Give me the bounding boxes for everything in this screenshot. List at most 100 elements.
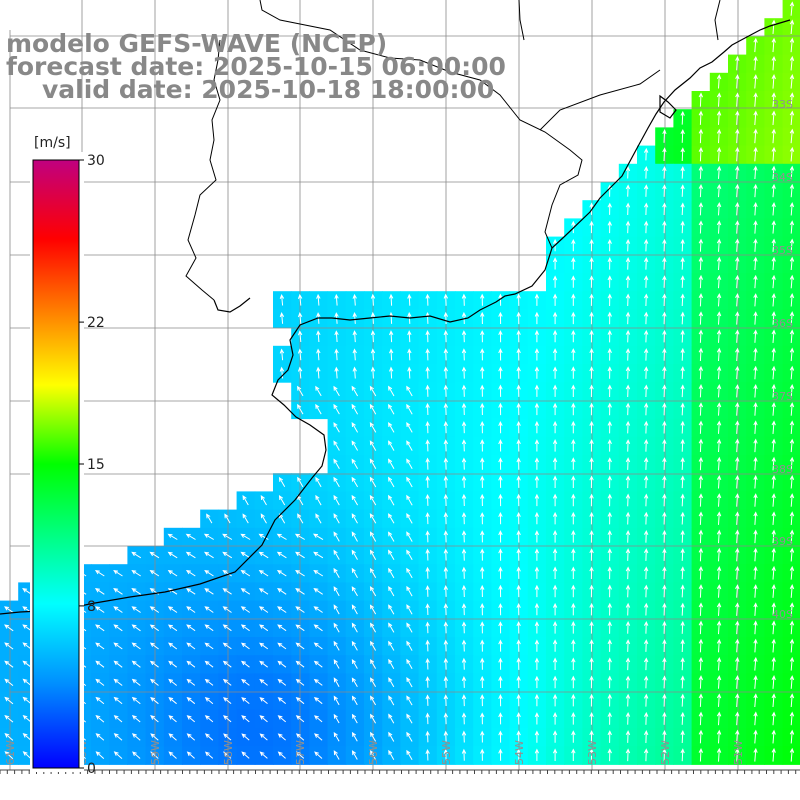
wind-arrow xyxy=(389,293,394,306)
wind-arrow xyxy=(789,711,795,726)
wind-arrow xyxy=(698,620,704,635)
wind-arrow xyxy=(186,642,196,650)
wind-arrow xyxy=(735,183,740,198)
wind-arrow xyxy=(313,624,323,632)
wind-arrow xyxy=(516,566,521,579)
wind-arrow xyxy=(406,713,413,724)
wind-arrow xyxy=(240,606,250,613)
wind-arrow xyxy=(389,330,394,343)
wind-arrow xyxy=(425,530,430,543)
wind-arrow xyxy=(771,74,776,89)
wind-arrow xyxy=(571,657,576,670)
wind-arrow xyxy=(625,420,631,434)
wind-arrow xyxy=(753,511,758,525)
wind-arrow xyxy=(753,438,758,453)
wind-arrow xyxy=(388,658,395,669)
wind-arrow xyxy=(735,474,740,489)
wind-arrow xyxy=(351,750,358,760)
wind-arrow xyxy=(753,238,758,252)
wind-arrow xyxy=(333,476,340,488)
wind-arrow xyxy=(313,642,323,650)
wind-arrow xyxy=(771,511,776,525)
wind-arrow xyxy=(333,440,340,451)
wind-arrow xyxy=(789,420,795,434)
wind-arrow xyxy=(716,256,722,271)
wind-arrow xyxy=(735,347,740,362)
wind-arrow xyxy=(22,714,32,723)
wind-arrow xyxy=(295,715,305,723)
wind-arrow xyxy=(735,584,740,598)
wind-arrow xyxy=(297,330,303,343)
wind-arrow xyxy=(95,696,105,705)
wind-arrow xyxy=(534,548,540,561)
wind-arrow xyxy=(662,420,667,434)
wind-arrow xyxy=(589,693,594,707)
wind-arrow xyxy=(552,402,558,416)
wind-arrow xyxy=(297,513,304,524)
wind-arrow xyxy=(131,660,141,668)
wind-arrow xyxy=(534,675,540,689)
wind-arrow xyxy=(498,639,503,652)
wind-arrow xyxy=(443,603,449,616)
wind-arrow xyxy=(388,421,395,433)
wind-arrow xyxy=(186,660,196,668)
wind-arrow xyxy=(313,696,323,705)
wind-arrow xyxy=(334,293,339,306)
wind-arrow xyxy=(662,620,667,634)
wind-arrow xyxy=(716,74,722,89)
wind-arrow xyxy=(735,675,740,689)
wind-arrow xyxy=(607,493,612,507)
wind-arrow xyxy=(716,293,722,307)
wind-arrow xyxy=(698,584,704,598)
wind-arrow xyxy=(716,329,722,343)
wind-arrow xyxy=(571,675,576,689)
wind-arrow xyxy=(498,330,503,343)
wind-arrow xyxy=(716,238,722,252)
wind-arrow xyxy=(425,366,430,379)
wind-arrow xyxy=(552,712,558,725)
wind-arrow xyxy=(789,74,795,89)
wind-arrow xyxy=(407,330,412,343)
wind-arrow xyxy=(735,620,740,635)
wind-arrow xyxy=(625,548,631,561)
wind-arrow xyxy=(480,530,485,543)
wind-arrow xyxy=(753,256,758,271)
wind-arrow xyxy=(168,660,178,668)
wind-arrow xyxy=(480,712,485,725)
wind-arrow xyxy=(662,166,667,179)
wind-arrow xyxy=(662,438,667,452)
wind-arrow xyxy=(552,475,558,488)
wind-arrow xyxy=(516,311,521,325)
wind-arrow xyxy=(369,585,377,597)
wind-arrow xyxy=(222,533,233,540)
wind-arrow xyxy=(516,675,521,689)
wind-arrow xyxy=(461,402,467,416)
wind-arrow xyxy=(222,569,232,577)
wind-arrow xyxy=(425,639,430,652)
wind-arrow xyxy=(662,184,667,197)
wind-arrow xyxy=(333,713,340,724)
wind-arrow xyxy=(771,311,776,325)
latitude-label: 37S xyxy=(772,390,793,403)
wind-arrow xyxy=(716,420,722,434)
wind-arrow xyxy=(333,567,340,578)
wind-arrow xyxy=(425,348,430,361)
wind-arrow xyxy=(370,622,377,633)
wind-arrow xyxy=(149,569,160,577)
wind-arrow xyxy=(443,621,449,634)
wind-arrow xyxy=(369,476,377,488)
colorbar-tick-label: 8 xyxy=(87,599,96,615)
wind-arrow xyxy=(258,569,269,577)
wind-arrow xyxy=(316,330,321,343)
wind-arrow xyxy=(149,678,159,686)
wind-arrow xyxy=(241,751,250,759)
longitude-label: 58W xyxy=(222,740,235,765)
wind-arrow xyxy=(516,712,521,725)
wind-arrow xyxy=(589,348,594,361)
political-border xyxy=(185,0,721,301)
wind-arrow xyxy=(370,366,376,379)
wind-arrow xyxy=(698,511,704,525)
wind-arrow xyxy=(461,566,467,579)
wind-arrow xyxy=(313,551,324,559)
wind-arrow xyxy=(589,475,594,489)
